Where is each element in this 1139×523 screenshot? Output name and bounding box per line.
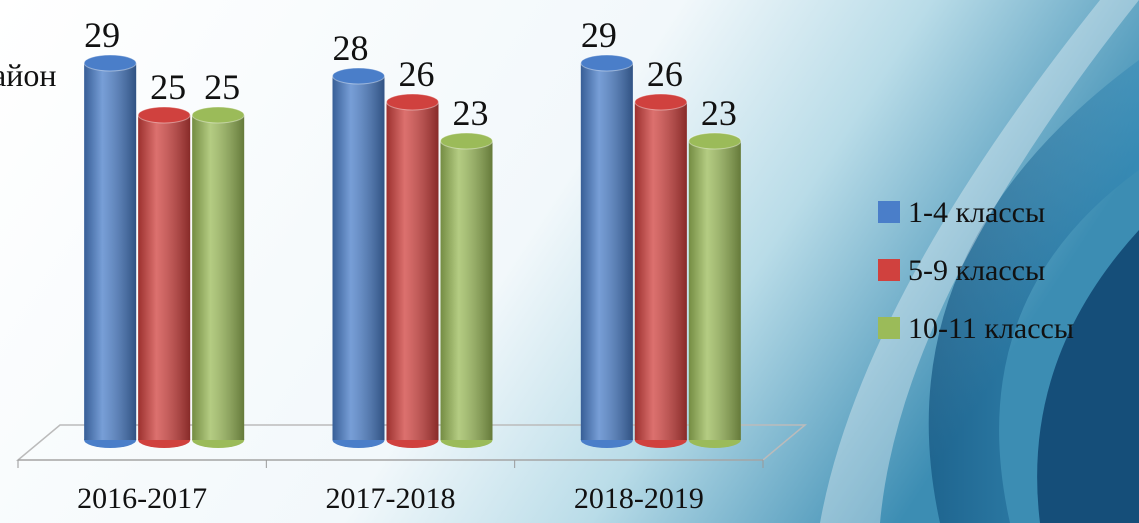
data-label: 29 — [581, 15, 617, 55]
bar-shade — [332, 76, 385, 440]
decor — [928, 60, 1139, 523]
data-label: 25 — [150, 67, 186, 107]
bar-shade — [84, 63, 137, 440]
legend-swatch — [878, 259, 900, 281]
bar-top — [440, 132, 493, 150]
bar-shade — [580, 63, 633, 440]
decor — [1037, 230, 1139, 523]
legend-label: 1-4 классы — [908, 196, 1045, 229]
data-label: 26 — [399, 54, 435, 94]
legend-swatch — [878, 201, 900, 223]
bar-top — [386, 93, 439, 111]
data-label: 29 — [84, 15, 120, 55]
data-label: 28 — [333, 28, 369, 68]
x-tick-label: 2016-2017 — [77, 482, 207, 515]
bar-shade — [138, 115, 191, 440]
bar-shade — [440, 141, 493, 440]
bar-top — [332, 67, 385, 85]
bar-top — [688, 132, 742, 150]
legend-label: 10-11 классы — [908, 312, 1074, 345]
bar-top — [580, 54, 634, 72]
legend-swatch — [878, 317, 900, 339]
data-label: 25 — [204, 67, 240, 107]
data-label: 23 — [701, 93, 737, 133]
bar-top — [634, 93, 688, 111]
data-label: 26 — [647, 54, 683, 94]
bar-shade — [688, 141, 741, 440]
annotation: айон — [0, 57, 56, 93]
bar-top — [137, 106, 191, 124]
bar-shade — [386, 102, 439, 440]
decor — [820, 0, 1139, 523]
bar-top — [83, 54, 137, 72]
bar-top — [191, 106, 245, 124]
legend-label: 5-9 классы — [908, 254, 1045, 287]
bar-shade — [634, 102, 687, 440]
data-label: 23 — [453, 93, 489, 133]
x-tick-label: 2017-2018 — [326, 482, 456, 515]
bar-shade — [192, 115, 245, 440]
x-tick-label: 2018-2019 — [574, 482, 704, 515]
